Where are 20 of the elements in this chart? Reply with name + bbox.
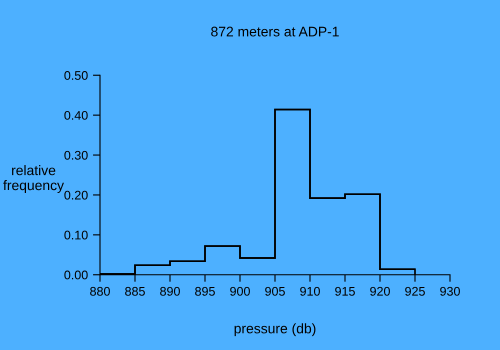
y-tick-label: 0.50: [64, 71, 88, 80]
chart-title: 872 meters at ADP-1: [211, 26, 339, 36]
x-tick-label: 925: [405, 286, 425, 296]
y-tick-label: 0.30: [64, 150, 88, 160]
y-tick-label: 0.20: [64, 190, 88, 200]
x-tick-label: 910: [300, 286, 320, 296]
y-tick-label: 0.10: [64, 230, 88, 240]
x-tick-label: 920: [370, 286, 390, 296]
x-tick-label: 905: [265, 286, 285, 296]
y-tick-label: 0.40: [64, 110, 88, 120]
x-tick-label: 895: [195, 286, 215, 296]
y-tick-label: 0.00: [64, 270, 88, 280]
x-tick-label: 880: [90, 286, 110, 296]
x-tick-label: 915: [335, 286, 355, 296]
y-axis-title: relative frequency: [3, 165, 64, 193]
x-axis-title: pressure (db): [234, 323, 316, 336]
x-tick-label: 900: [230, 286, 250, 296]
x-tick-label: 890: [160, 286, 180, 296]
x-tick-label: 930: [440, 286, 460, 296]
x-tick-label: 885: [125, 286, 145, 296]
